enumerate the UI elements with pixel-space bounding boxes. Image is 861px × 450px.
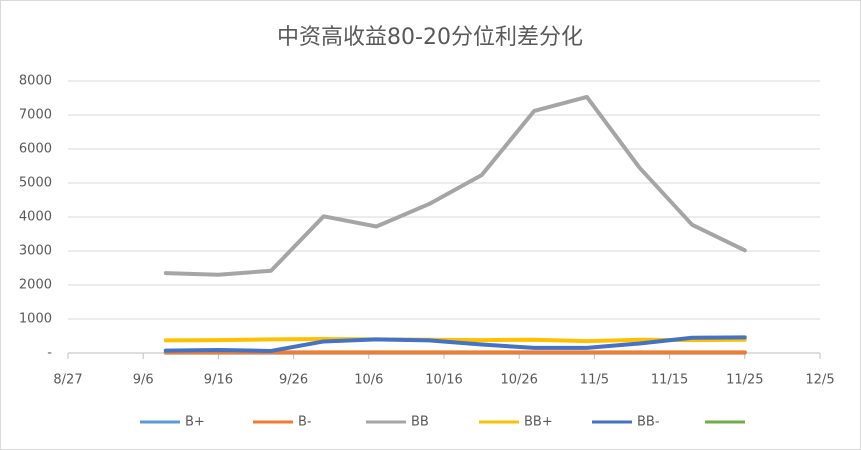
- legend-label: B+: [185, 415, 205, 430]
- y-tick-label: 6000: [19, 142, 52, 157]
- legend-label: BB-: [637, 415, 660, 430]
- x-tick-label: 11/25: [726, 373, 763, 388]
- x-tick-label: 10/26: [500, 373, 537, 388]
- series-line: [163, 337, 747, 344]
- x-tick-label: 9/6: [133, 373, 154, 388]
- legend-label: B-: [298, 415, 312, 430]
- y-tick-label: 8000: [19, 74, 52, 89]
- x-tick-label: 11/5: [580, 373, 609, 388]
- legend-label: BB+: [524, 415, 553, 430]
- series-line: [163, 94, 747, 277]
- x-tick-label: 9/16: [204, 373, 233, 388]
- series-line: [163, 335, 747, 353]
- legend-label: BB: [411, 415, 429, 430]
- x-tick-label: 10/16: [425, 373, 462, 388]
- x-tick-label: 11/15: [651, 373, 688, 388]
- y-tick-label: 2000: [19, 278, 52, 293]
- y-tick-label: 5000: [19, 176, 52, 191]
- y-tick-label: 1000: [19, 312, 52, 327]
- y-tick-label: 3000: [19, 244, 52, 259]
- x-tick-label: 10/6: [354, 373, 383, 388]
- y-tick-label: 7000: [19, 108, 52, 123]
- x-tick-label: 12/5: [805, 373, 834, 388]
- y-tick-label: -: [47, 346, 52, 361]
- y-tick-label: 4000: [19, 210, 52, 225]
- chart-title: 中资高收益80-20分位利差分化: [277, 25, 583, 50]
- x-tick-label: 9/26: [279, 373, 308, 388]
- x-tick-label: 8/27: [53, 373, 82, 388]
